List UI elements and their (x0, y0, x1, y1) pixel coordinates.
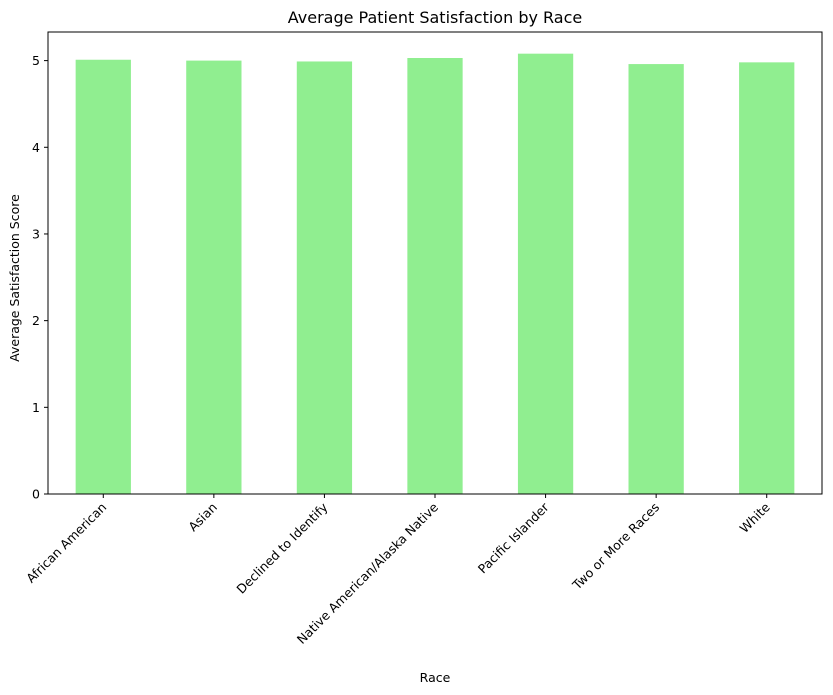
y-tick-label: 2 (32, 313, 40, 328)
plot-area: 0 1 2 3 4 5 African American Asian Declined to I… (23, 31, 823, 647)
y-tick-label: 4 (32, 140, 40, 155)
x-tick-label: Declined to Identify (233, 499, 331, 597)
y-tick-label: 1 (32, 400, 40, 415)
x-tick-label: Pacific Islander (475, 499, 552, 576)
x-tick-label: African American (23, 500, 109, 586)
bar (407, 58, 463, 494)
chart-title: Average Patient Satisfaction by Race (288, 8, 583, 27)
y-tick-label: 5 (32, 53, 40, 68)
x-tick-label: White (737, 499, 774, 536)
bar (517, 53, 574, 494)
bar (628, 64, 684, 495)
bar (739, 62, 795, 495)
y-tick-label: 3 (32, 226, 40, 241)
x-tick-label: Asian (185, 500, 220, 535)
x-tick-label: Two or More Races (569, 500, 663, 594)
bar (75, 59, 131, 494)
y-axis-label: Average Satisfaction Score (7, 194, 22, 362)
bar (186, 60, 242, 494)
y-tick-label: 0 (32, 487, 40, 502)
x-axis-label: Race (420, 670, 451, 685)
bar (296, 61, 353, 495)
